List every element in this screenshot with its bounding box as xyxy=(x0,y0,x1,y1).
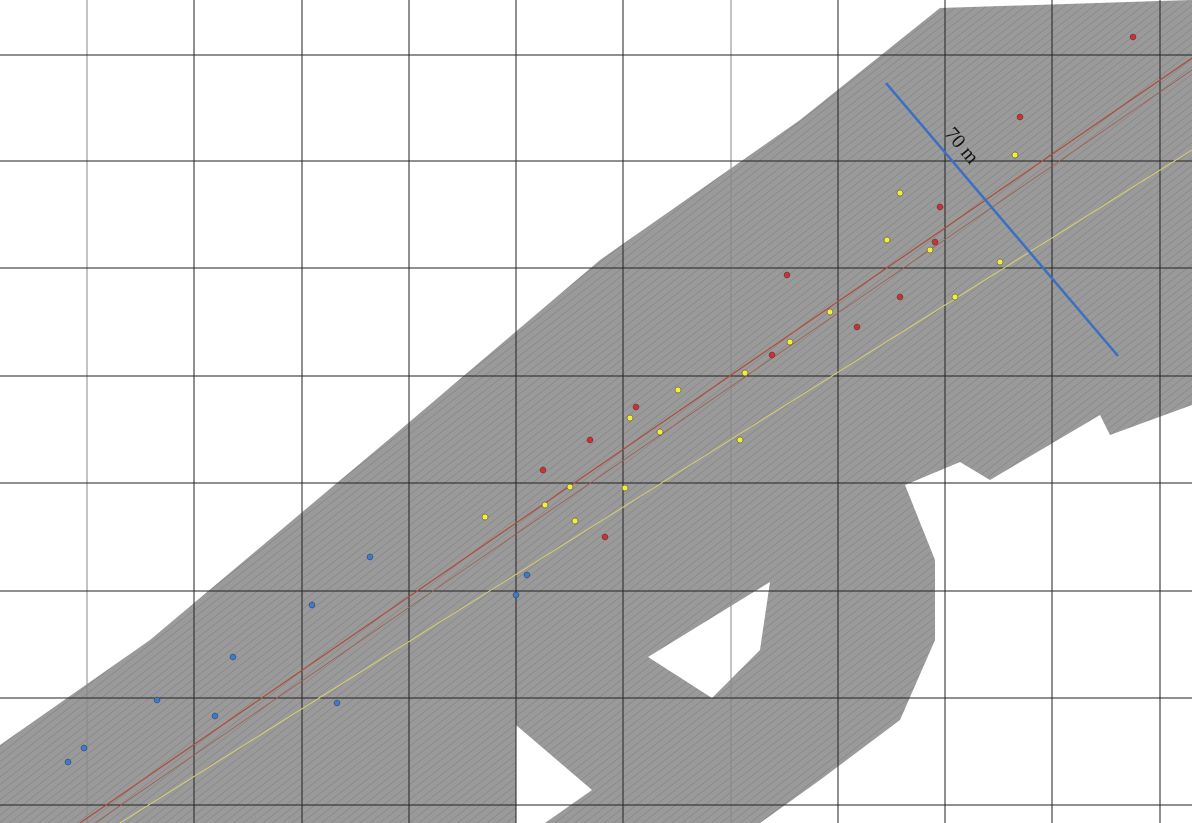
survey-surface xyxy=(0,0,1192,823)
map: 70 m xyxy=(0,0,1192,823)
